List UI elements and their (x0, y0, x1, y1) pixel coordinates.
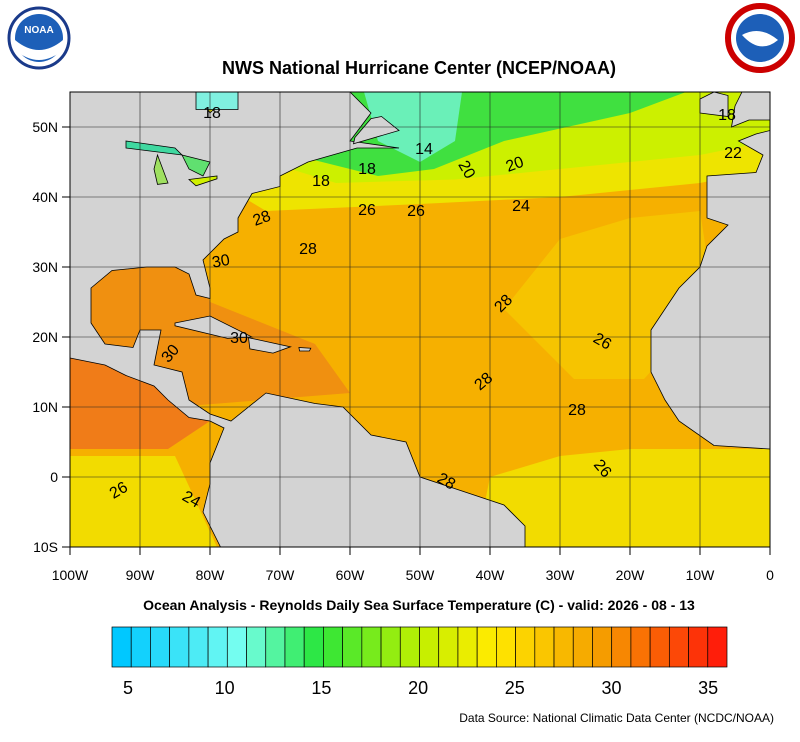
contour-label: 26 (407, 203, 425, 220)
island (352, 116, 400, 145)
contour-label: 26 (358, 202, 376, 219)
colorbar-box (399, 626, 420, 668)
colorbar-tick-label: 5 (123, 678, 133, 698)
island (174, 315, 254, 339)
colorbar-box (419, 626, 440, 668)
colorbar-tick-label: 25 (505, 678, 525, 698)
y-tick-label: 10N (32, 399, 58, 415)
colorbar-box (303, 626, 324, 668)
colorbar-box (207, 626, 228, 668)
colorbar-tick-label: 20 (408, 678, 428, 698)
colorbar-box (246, 626, 267, 668)
colorbar-tick-label: 30 (601, 678, 621, 698)
colorbar-tick-label: 15 (311, 678, 331, 698)
contour-label: 28 (568, 402, 586, 419)
y-tick-label: 10S (33, 539, 58, 555)
x-tick-label: 20W (616, 567, 646, 583)
y-tick-label: 0 (50, 469, 58, 485)
x-tick-label: 50W (406, 567, 436, 583)
colorbar-box (169, 626, 190, 668)
colorbar-tick-label: 10 (215, 678, 235, 698)
colorbar-box (284, 626, 305, 668)
colorbar-box (496, 626, 516, 668)
contour-label: 20 (504, 154, 527, 176)
contour-label: 26 (590, 330, 614, 354)
contour-label: 18 (203, 105, 221, 122)
colorbar-box (553, 626, 574, 668)
colorbar-box (265, 626, 286, 668)
lake (153, 153, 169, 185)
colorbar-box (515, 626, 536, 668)
caption: Ocean Analysis - Reynolds Daily Sea Surf… (143, 597, 695, 613)
contour-label: 18 (312, 173, 330, 190)
colorbar-box (188, 626, 209, 668)
contour-label: 18 (358, 161, 376, 178)
colorbar-box (611, 626, 632, 668)
colorbar-box (649, 626, 670, 668)
y-tick-label: 50N (32, 119, 58, 135)
colorbar-box (361, 626, 382, 668)
source: Data Source: National Climatic Data Cent… (459, 711, 774, 725)
contour-label: 28 (251, 208, 274, 230)
colorbar-box (111, 626, 132, 668)
x-tick-label: 80W (196, 567, 226, 583)
colorbar-box (592, 626, 613, 668)
x-tick-label: 100W (52, 567, 89, 583)
contour-label: 18 (718, 107, 736, 124)
colorbar-box (130, 626, 151, 668)
x-tick-label: 90W (126, 567, 156, 583)
y-tick-label: 20N (32, 329, 58, 345)
x-tick-label: 40W (476, 567, 506, 583)
overlay: 100W 90W 80W 70W 60W 50W 40W 30W 20W 10W 0 50N 40N 30… (32, 119, 774, 583)
contour-label: 24 (512, 198, 530, 215)
colorbar-box (342, 626, 363, 668)
colorbar-box (476, 626, 497, 668)
contour-label: 14 (415, 141, 433, 158)
colorbar-box (688, 626, 709, 668)
nws-logo (725, 3, 795, 73)
sst-zone (70, 456, 217, 547)
colorbar-box (380, 626, 401, 668)
colorbar-box (572, 626, 593, 668)
colorbar-box (226, 626, 247, 668)
y-tick-label: 30N (32, 259, 58, 275)
colorbar-box (323, 626, 343, 668)
lake (181, 154, 211, 177)
colorbar-box (457, 626, 478, 668)
sst-zone (476, 449, 770, 547)
colorbar-box (534, 626, 555, 668)
colorbar-box (630, 626, 651, 668)
contour-label: 30 (230, 330, 248, 347)
logo-text: NOAA (24, 25, 53, 36)
colorbar-box (707, 626, 728, 668)
colorbar: 5 10 15 20 25 30 35 (111, 626, 728, 698)
land (730, 92, 770, 128)
x-tick-label: 0 (766, 567, 774, 583)
colorbar-box (668, 626, 689, 668)
contour-label: 22 (724, 145, 742, 162)
colorbar-box (438, 626, 459, 668)
contour-label: 20 (454, 158, 478, 182)
island (298, 347, 312, 352)
contour-label: 26 (107, 479, 131, 503)
hudson-bay (195, 92, 239, 110)
x-tick-label: 30W (546, 567, 576, 583)
colorbar-box (150, 626, 171, 668)
x-tick-label: 60W (336, 567, 366, 583)
contour-label: 28 (434, 470, 458, 494)
title: NWS National Hurricane Center (NCEP/NOAA… (222, 58, 616, 78)
x-tick-label: 70W (266, 567, 296, 583)
land (650, 130, 770, 450)
colorbar-tick-label: 35 (698, 678, 718, 698)
contour-label: 30 (211, 252, 232, 272)
contour-label: 28 (299, 241, 317, 258)
noaa-logo: NOAA (7, 6, 71, 70)
x-tick-label: 10W (686, 567, 716, 583)
contour-label: 24 (179, 488, 203, 512)
y-tick-label: 40N (32, 189, 58, 205)
